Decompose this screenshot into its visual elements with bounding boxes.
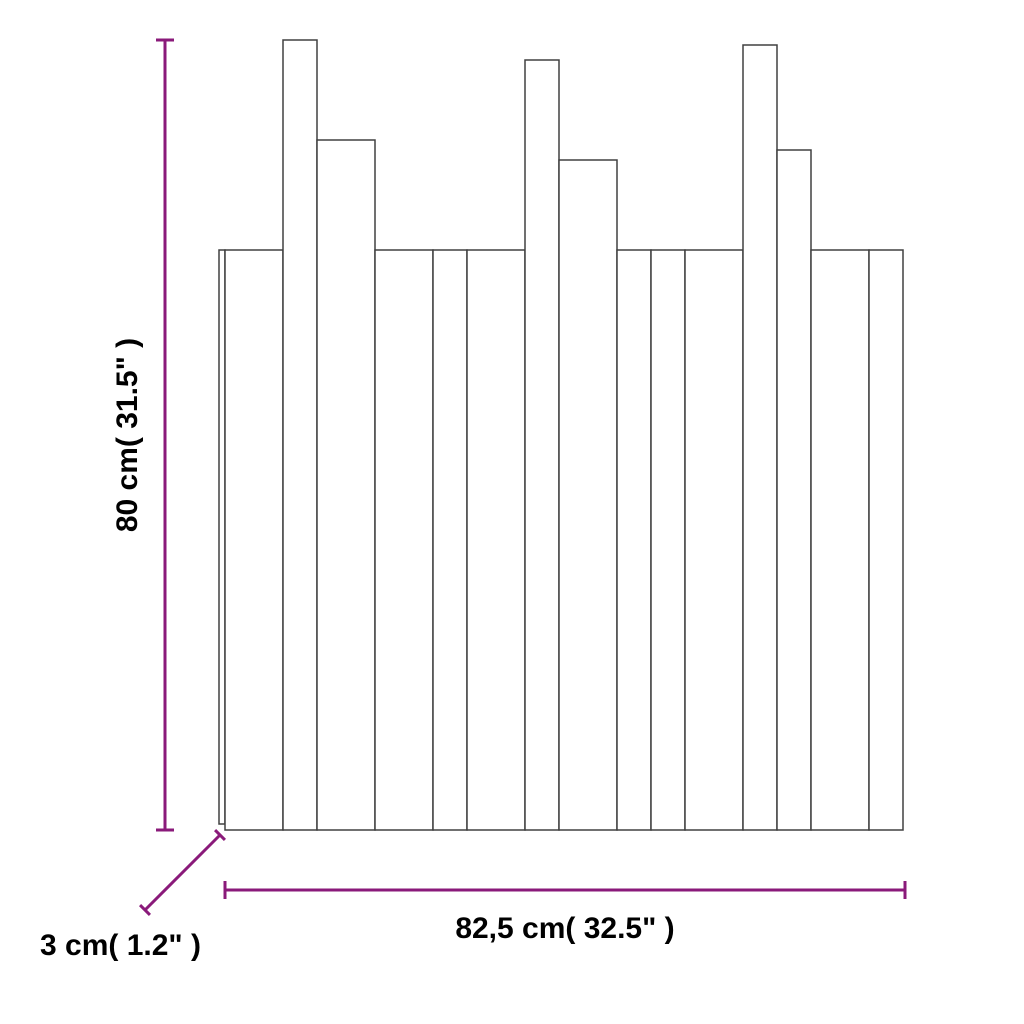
- slat: [869, 250, 903, 830]
- dimension-diagram: 80 cm( 31.5" ) 82,5 cm( 32.5" ) 3 cm( 1.2"…: [0, 0, 1024, 1024]
- slat: [811, 250, 869, 830]
- width-dim-label: 82,5 cm( 32.5" ): [455, 912, 674, 945]
- slat: [651, 250, 685, 830]
- slat: [283, 40, 317, 830]
- slat: [467, 250, 525, 830]
- back-panel-edge: [219, 250, 225, 824]
- diagram-stage: 80 cm( 31.5" ) 82,5 cm( 32.5" ) 3 cm( 1.2"…: [0, 0, 1024, 1024]
- slat: [617, 250, 651, 830]
- slat: [375, 250, 433, 830]
- slat: [525, 60, 559, 830]
- depth-dim-label: 3 cm( 1.2" ): [40, 929, 201, 962]
- slat: [225, 250, 283, 830]
- slat: [685, 250, 743, 830]
- slat: [317, 140, 375, 830]
- height-dim-label: 80 cm( 31.5" ): [111, 338, 144, 532]
- slat: [777, 150, 811, 830]
- slat: [743, 45, 777, 830]
- depth-dim-line: [145, 835, 220, 910]
- slat: [433, 250, 467, 830]
- slat: [559, 160, 617, 830]
- slats-group: [225, 40, 903, 830]
